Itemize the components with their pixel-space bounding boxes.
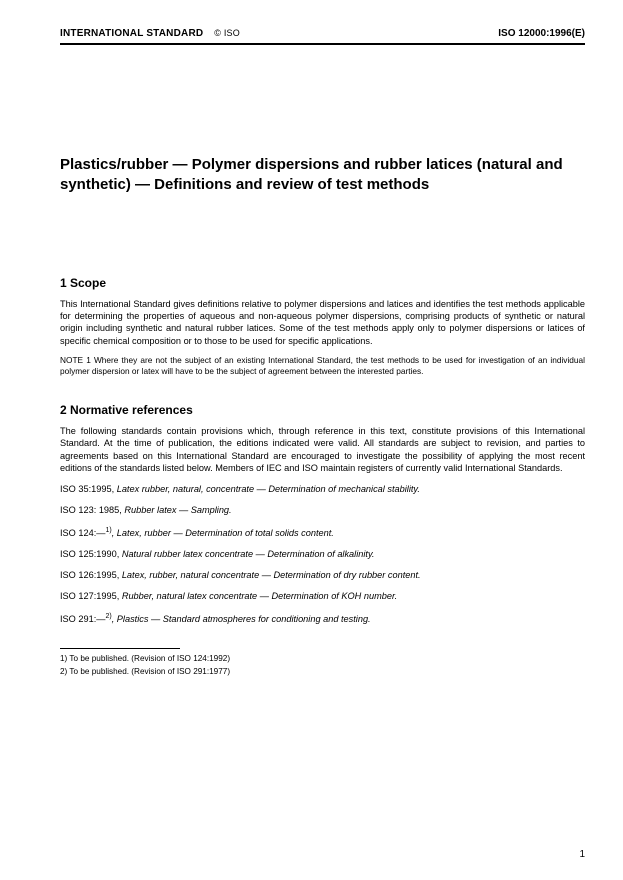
page-number: 1 [579,849,585,860]
header-copyright: © ISO [214,28,240,38]
reference-title: Natural rubber latex concentrate — Deter… [122,549,375,559]
reference-item: ISO 126:1995, Latex, rubber, natural con… [60,570,585,582]
reference-title: Latex, rubber, natural concentrate — Det… [122,570,421,580]
reference-code: ISO 35:1995, [60,484,117,494]
footnote-rule [60,648,180,649]
reference-item: ISO 123: 1985, Rubber latex — Sampling. [60,505,585,517]
footnotes: 1) To be published. (Revision of ISO 124… [60,653,585,677]
header-right: ISO 12000:1996(E) [498,28,585,39]
reference-title: , Latex, rubber — Determination of total… [112,528,334,538]
reference-item: ISO 127:1995, Rubber, natural latex conc… [60,591,585,603]
reference-item: ISO 124:—1), Latex, rubber — Determinati… [60,526,585,540]
reference-code: ISO 124:— [60,528,105,538]
scope-paragraph: This International Standard gives defini… [60,298,585,348]
reference-title: Rubber, natural latex concentrate — Dete… [122,591,397,601]
footnote-item: 2) To be published. (Revision of ISO 291… [60,666,585,677]
normrefs-heading: 2 Normative references [60,403,585,417]
reference-title: Latex rubber, natural, concentrate — Det… [117,484,420,494]
running-header: INTERNATIONAL STANDARD © ISO ISO 12000:1… [60,28,585,39]
reference-title: Rubber latex — Sampling. [124,505,231,515]
scope-note: NOTE 1 Where they are not the subject of… [60,355,585,377]
footnote-item: 1) To be published. (Revision of ISO 124… [60,653,585,664]
document-title: Plastics/rubber — Polymer dispersions an… [60,155,585,196]
reference-item: ISO 35:1995, Latex rubber, natural, conc… [60,484,585,496]
scope-heading: 1 Scope [60,276,585,290]
reference-list: ISO 35:1995, Latex rubber, natural, conc… [60,484,585,626]
reference-item: ISO 291:—2), Plastics — Standard atmosph… [60,612,585,626]
reference-code: ISO 127:1995, [60,591,122,601]
reference-code: ISO 125:1990, [60,549,122,559]
reference-title: , Plastics — Standard atmospheres for co… [112,614,371,624]
header-left: INTERNATIONAL STANDARD © ISO [60,28,240,39]
normrefs-paragraph: The following standards contain provisio… [60,425,585,475]
reference-code: ISO 123: 1985, [60,505,124,515]
reference-code: ISO 126:1995, [60,570,122,580]
header-left-text: INTERNATIONAL STANDARD [60,28,203,39]
header-rule [60,43,585,45]
page: INTERNATIONAL STANDARD © ISO ISO 12000:1… [0,0,623,880]
reference-code: ISO 291:— [60,614,105,624]
reference-item: ISO 125:1990, Natural rubber latex conce… [60,549,585,561]
